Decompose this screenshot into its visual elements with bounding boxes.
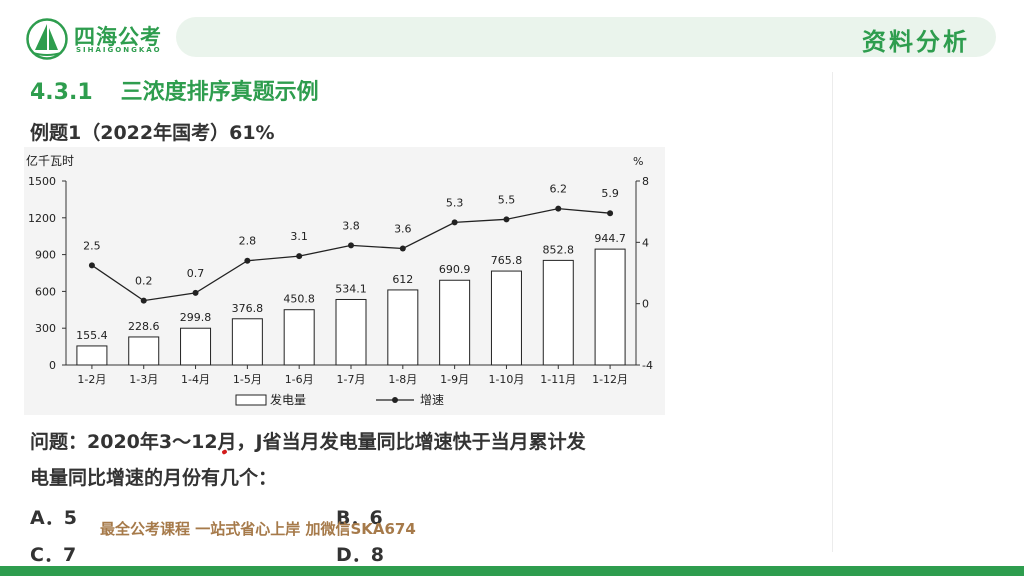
y-axis-right-label: % [633, 155, 643, 168]
header-label: 资料分析 [862, 28, 970, 56]
y-tick-label-left: 600 [35, 285, 56, 298]
y-tick-label-right: 0 [642, 298, 649, 311]
line-point [555, 205, 562, 212]
line-point [192, 289, 199, 296]
bar [439, 279, 471, 366]
bar [335, 298, 367, 366]
legend-line-label: 增速 [420, 393, 444, 407]
line-point [399, 245, 406, 252]
bar-value-label: 765.8 [491, 254, 523, 267]
divider [832, 72, 833, 552]
watermark: 最全公考课程 一站式省心上岸 加微信SKA674 [100, 520, 416, 538]
bar-value-label: 228.6 [128, 320, 160, 333]
y-tick-label-left: 1500 [28, 175, 56, 188]
bar-value-label: 690.9 [439, 263, 471, 276]
legend-line-marker [392, 397, 398, 403]
option-a[interactable]: A．5 [30, 507, 77, 529]
section-title-text: 三浓度排序真题示例 [120, 80, 319, 105]
y-tick-label-right: 8 [642, 175, 649, 188]
bar-value-label: 450.8 [283, 293, 315, 306]
legend-bar-swatch [235, 394, 267, 406]
line-point [296, 253, 303, 260]
line-value-label: 0.2 [135, 275, 153, 288]
bar-value-label: 534.1 [335, 282, 367, 295]
y-tick-label-right: -4 [642, 359, 653, 372]
bar [76, 345, 108, 366]
x-tick-label: 1-4月 [181, 373, 210, 386]
pen-mark [221, 449, 228, 455]
option-c[interactable]: C．7 [30, 544, 77, 566]
y-axis-left-label: 亿千瓦时 [26, 153, 74, 168]
bottom-bar [0, 566, 1024, 576]
bar-value-label: 612 [392, 273, 413, 286]
option-b[interactable]: B．6 [336, 507, 383, 529]
line-point [451, 219, 458, 226]
x-tick-label: 1-11月 [540, 373, 576, 386]
question-line-2: 电量同比增速的月份有几个： [30, 467, 278, 489]
bar [387, 289, 419, 366]
y-tick-label-right: 4 [642, 236, 649, 249]
line-point [348, 242, 354, 249]
line-value-label: 5.5 [498, 193, 516, 206]
chart: 亿千瓦时% 0 300 600 900 1200 1500 -4 0 4 8 155.4 1-2月 228… [24, 147, 665, 415]
bar-value-label: 944.7 [594, 232, 626, 245]
line-value-label: 2.5 [83, 239, 101, 252]
line-value-label: 5.3 [446, 196, 464, 209]
bar [231, 318, 263, 366]
y-tick-label-left: 900 [35, 249, 56, 262]
bar [594, 248, 626, 366]
brand-sub: SIHAIGONGKAO [76, 46, 162, 54]
chart-canvas: 亿千瓦时 % 0 300 600 900 1200 1500 -4 0 4 8 155.4 1-2月 228… [26, 153, 653, 407]
brand-name: 四海公考 [74, 25, 162, 49]
example-title: 例题1（2022年国考）61% [30, 122, 275, 144]
bar-value-label: 155.4 [76, 329, 108, 342]
line-value-label: 3.6 [394, 222, 412, 235]
line-value-label: 5.9 [601, 187, 619, 200]
line-point [244, 257, 251, 264]
line-value-label: 3.1 [290, 230, 308, 243]
line-point [503, 216, 510, 223]
x-tick-label: 1-10月 [488, 373, 524, 386]
x-tick-label: 1-8月 [388, 373, 417, 386]
line-value-label: 6.2 [550, 183, 568, 196]
line-value-label: 3.8 [342, 219, 360, 232]
bar [542, 259, 574, 366]
bar [180, 327, 212, 366]
x-tick-label: 1-6月 [285, 373, 314, 386]
x-tick-label: 1-3月 [129, 373, 158, 386]
bar-value-label: 376.8 [232, 302, 264, 315]
option-d[interactable]: D．8 [336, 544, 384, 566]
brand-logo: 四海公考 SIHAIGONGKAO [26, 18, 176, 60]
line-point [140, 297, 147, 304]
line-value-label: 0.7 [187, 267, 205, 280]
section-number: 4.3.1 [30, 80, 93, 105]
y-tick-label-left: 0 [49, 359, 56, 372]
legend-bar-label: 发电量 [270, 392, 306, 407]
bar-value-label: 299.8 [180, 311, 212, 324]
question-line-1: 问题：2020年3～12月，J省当月发电量同比增速快于当月累计发 [30, 431, 586, 453]
y-tick-label-left: 1200 [28, 212, 56, 225]
bar [283, 309, 315, 366]
x-tick-label: 1-7月 [337, 373, 366, 386]
x-tick-label: 1-5月 [233, 373, 262, 386]
x-tick-label: 1-2月 [77, 373, 106, 386]
line-value-label: 2.8 [239, 235, 257, 248]
x-tick-label: 1-12月 [592, 373, 628, 386]
y-tick-label-left: 300 [35, 322, 56, 335]
bar [490, 270, 522, 366]
bar-value-label: 852.8 [543, 243, 575, 256]
x-tick-label: 1-9月 [440, 373, 469, 386]
sail-logo-icon [26, 18, 68, 60]
line-point [607, 210, 614, 217]
header-bar: 资料分析 [176, 17, 996, 57]
line-point [88, 262, 95, 269]
bar [128, 336, 160, 366]
section-title: 4.3.1 三浓度排序真题示例 [30, 74, 319, 106]
